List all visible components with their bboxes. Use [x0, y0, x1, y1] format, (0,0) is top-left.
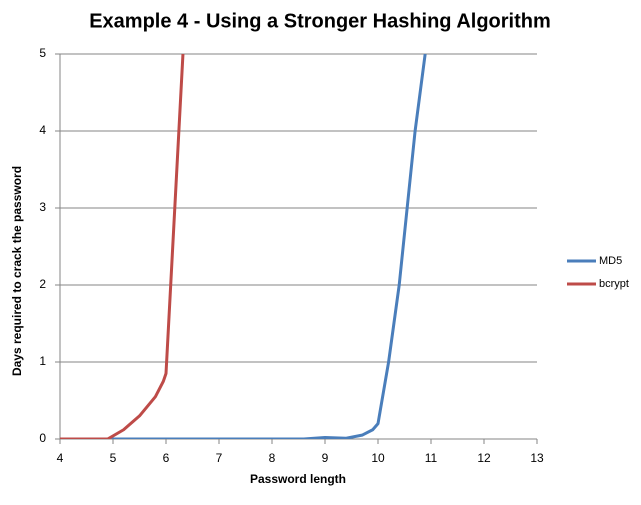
y-tick-label: 5 — [39, 46, 46, 60]
x-tick-label: 11 — [425, 451, 438, 465]
series-line — [60, 54, 427, 439]
y-tick-label: 2 — [39, 277, 46, 291]
y-tick-label: 0 — [39, 431, 46, 445]
x-tick-label: 8 — [269, 451, 276, 465]
series-line — [60, 54, 185, 439]
x-tick-label: 7 — [216, 451, 223, 465]
y-tick-label: 3 — [39, 200, 46, 214]
y-axis-label: Days required to crack the password — [10, 166, 24, 376]
x-tick-label: 6 — [163, 451, 170, 465]
x-tick-label: 10 — [371, 451, 385, 465]
x-tick-label: 4 — [57, 451, 64, 465]
chart-title: Example 4 - Using a Stronger Hashing Alg… — [89, 10, 551, 32]
x-tick-label: 13 — [530, 451, 544, 465]
legend-label: MD5 — [599, 255, 622, 267]
x-tick-label: 9 — [322, 451, 329, 465]
x-tick-label: 5 — [110, 451, 117, 465]
y-tick-label: 1 — [39, 354, 46, 368]
x-tick-label: 12 — [477, 451, 491, 465]
legend-label: bcrypt — [599, 278, 629, 290]
x-axis-label: Password length — [250, 472, 346, 486]
y-tick-label: 4 — [39, 123, 46, 137]
